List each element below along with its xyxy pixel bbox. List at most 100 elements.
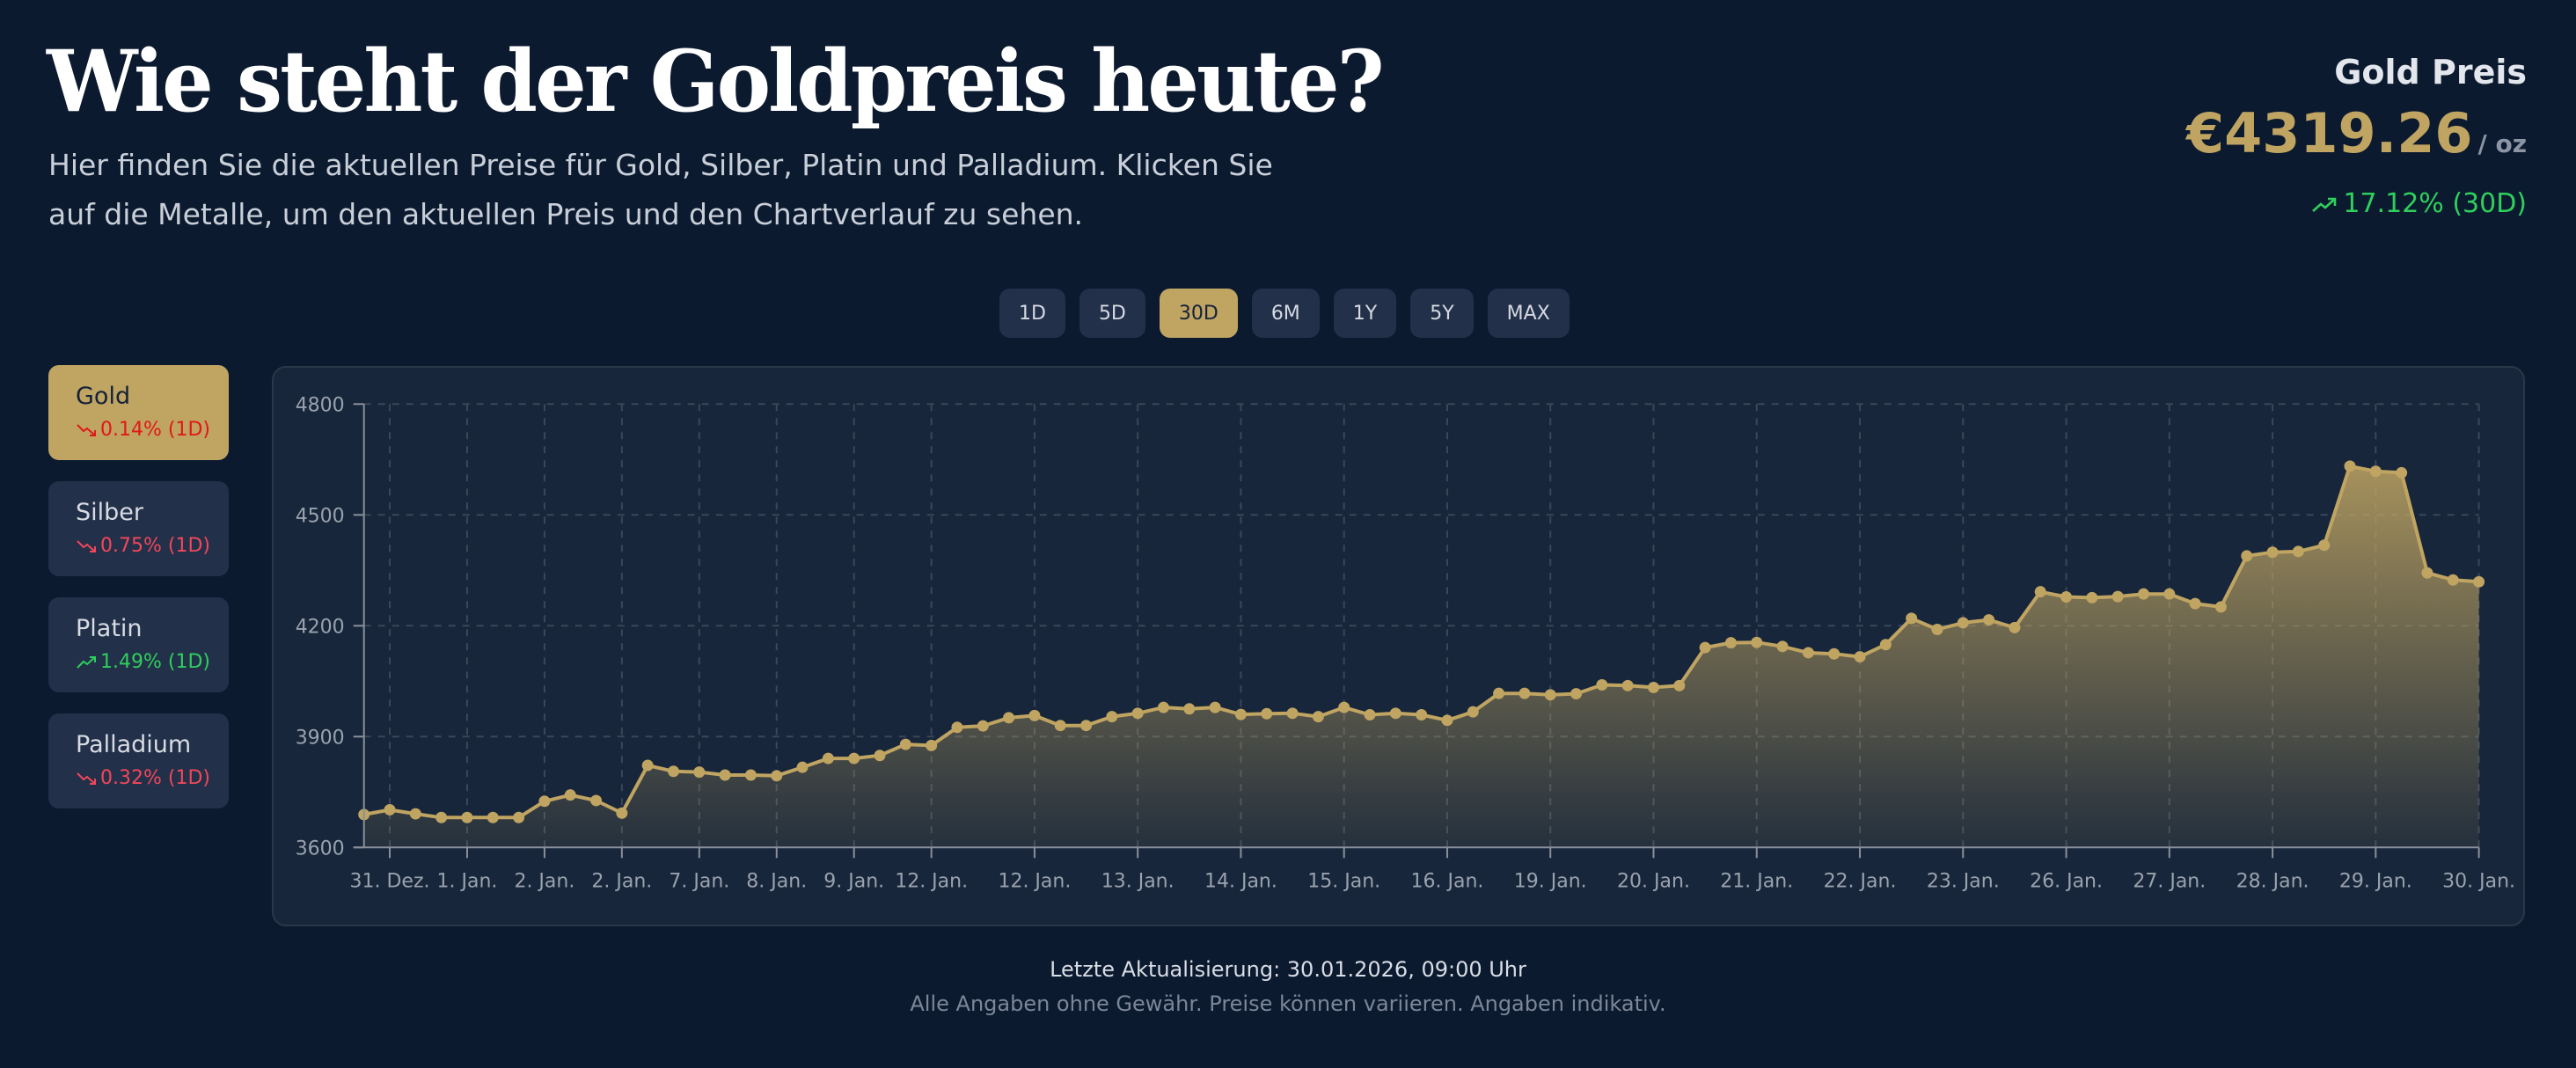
- data-point[interactable]: [2473, 575, 2485, 588]
- range-button-5y[interactable]: 5Y: [1410, 289, 1474, 338]
- data-point[interactable]: [2060, 591, 2073, 603]
- data-point[interactable]: [2137, 588, 2149, 600]
- data-point[interactable]: [641, 759, 654, 772]
- data-point[interactable]: [1416, 709, 1428, 721]
- data-point[interactable]: [2034, 586, 2046, 598]
- data-point[interactable]: [1879, 639, 1892, 651]
- data-point[interactable]: [1724, 637, 1737, 649]
- data-point[interactable]: [1028, 709, 1041, 721]
- data-point[interactable]: [848, 752, 860, 764]
- data-point[interactable]: [1286, 707, 1299, 720]
- data-point[interactable]: [2266, 546, 2279, 559]
- metal-name: Silber: [76, 499, 143, 526]
- data-point[interactable]: [2318, 539, 2331, 552]
- data-point[interactable]: [564, 789, 576, 801]
- data-point[interactable]: [1751, 636, 1763, 648]
- data-point[interactable]: [1106, 711, 1118, 723]
- data-point[interactable]: [2163, 588, 2176, 600]
- metal-button-platin[interactable]: Platin 1.49% (1D): [48, 597, 229, 692]
- price-unit: / oz: [2477, 129, 2527, 158]
- data-point[interactable]: [1080, 720, 1093, 732]
- data-point[interactable]: [771, 770, 783, 782]
- data-point[interactable]: [1931, 624, 1943, 635]
- y-axis-label: 4200: [296, 616, 345, 638]
- metal-change-text: 0.14% (1D): [100, 419, 210, 441]
- data-point[interactable]: [1493, 687, 1505, 699]
- data-point[interactable]: [1854, 651, 1866, 663]
- data-point[interactable]: [1183, 703, 1196, 715]
- range-button-1y[interactable]: 1Y: [1333, 289, 1397, 338]
- data-point[interactable]: [1441, 714, 1453, 727]
- data-point[interactable]: [513, 811, 525, 823]
- data-point[interactable]: [1647, 681, 1659, 693]
- data-point[interactable]: [744, 769, 757, 781]
- data-point[interactable]: [1802, 647, 1814, 659]
- data-point[interactable]: [1312, 711, 1324, 723]
- data-point[interactable]: [822, 752, 834, 764]
- price-change-text: 17.12% (30D): [2343, 188, 2527, 219]
- data-point[interactable]: [1234, 708, 1247, 721]
- data-point[interactable]: [1364, 709, 1376, 721]
- data-point[interactable]: [2344, 460, 2356, 472]
- data-point[interactable]: [951, 721, 963, 734]
- data-point[interactable]: [435, 811, 448, 823]
- data-point[interactable]: [1957, 617, 1969, 629]
- data-point[interactable]: [1389, 707, 1401, 720]
- data-point[interactable]: [1828, 647, 1841, 660]
- data-point[interactable]: [1596, 679, 1608, 691]
- data-point[interactable]: [1519, 687, 1531, 699]
- data-point[interactable]: [926, 739, 938, 751]
- data-point[interactable]: [2421, 567, 2433, 579]
- data-point[interactable]: [693, 766, 706, 779]
- data-point[interactable]: [2447, 574, 2459, 586]
- data-point[interactable]: [719, 769, 731, 781]
- data-point[interactable]: [1209, 701, 1221, 713]
- data-point[interactable]: [1157, 701, 1169, 713]
- data-point[interactable]: [1983, 614, 1995, 626]
- data-point[interactable]: [461, 811, 473, 823]
- data-point[interactable]: [2189, 597, 2201, 610]
- data-point[interactable]: [1054, 720, 1066, 732]
- range-button-30d[interactable]: 30D: [1159, 289, 1238, 338]
- data-point[interactable]: [667, 765, 679, 778]
- metal-button-gold[interactable]: Gold 0.14% (1D): [48, 365, 229, 460]
- range-button-5d[interactable]: 5D: [1079, 289, 1145, 338]
- range-button-max[interactable]: MAX: [1487, 289, 1570, 338]
- data-point[interactable]: [2369, 465, 2382, 478]
- data-point[interactable]: [2086, 591, 2098, 603]
- range-button-1d[interactable]: 1D: [999, 289, 1065, 338]
- page-subtitle: Hier finden Sie die aktuellen Preise für…: [48, 148, 1273, 231]
- data-point[interactable]: [1699, 641, 1711, 654]
- data-point[interactable]: [538, 795, 551, 808]
- data-point[interactable]: [1003, 712, 1015, 724]
- data-point[interactable]: [2214, 601, 2227, 613]
- data-point[interactable]: [1338, 701, 1350, 713]
- data-point[interactable]: [1261, 707, 1273, 720]
- data-point[interactable]: [384, 803, 396, 816]
- data-point[interactable]: [796, 761, 809, 773]
- data-point[interactable]: [1906, 612, 1918, 625]
- data-point[interactable]: [1467, 706, 1479, 718]
- data-point[interactable]: [2292, 545, 2304, 558]
- data-point[interactable]: [590, 794, 603, 807]
- data-point[interactable]: [1131, 707, 1144, 720]
- data-point[interactable]: [1776, 640, 1789, 653]
- data-point[interactable]: [616, 807, 628, 819]
- data-point[interactable]: [2111, 590, 2124, 603]
- metal-button-palladium[interactable]: Palladium 0.32% (1D): [48, 713, 229, 808]
- data-point[interactable]: [2396, 466, 2408, 479]
- metal-button-silber[interactable]: Silber 0.75% (1D): [48, 481, 229, 576]
- data-point[interactable]: [1621, 679, 1634, 691]
- data-point[interactable]: [2009, 621, 2021, 633]
- data-point[interactable]: [487, 811, 499, 823]
- data-point[interactable]: [874, 750, 886, 762]
- data-point[interactable]: [1673, 679, 1686, 691]
- data-point[interactable]: [1544, 689, 1556, 701]
- range-button-6m[interactable]: 6M: [1251, 289, 1320, 338]
- data-point[interactable]: [899, 738, 911, 750]
- data-point[interactable]: [409, 808, 421, 820]
- data-point[interactable]: [1570, 688, 1583, 700]
- data-point[interactable]: [977, 720, 989, 732]
- data-point[interactable]: [2241, 550, 2253, 562]
